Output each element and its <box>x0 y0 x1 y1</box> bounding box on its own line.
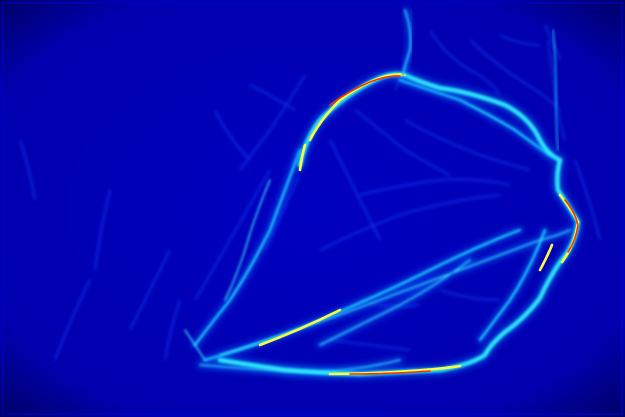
upper-branch <box>400 7 559 151</box>
faint-edges <box>19 9 601 361</box>
